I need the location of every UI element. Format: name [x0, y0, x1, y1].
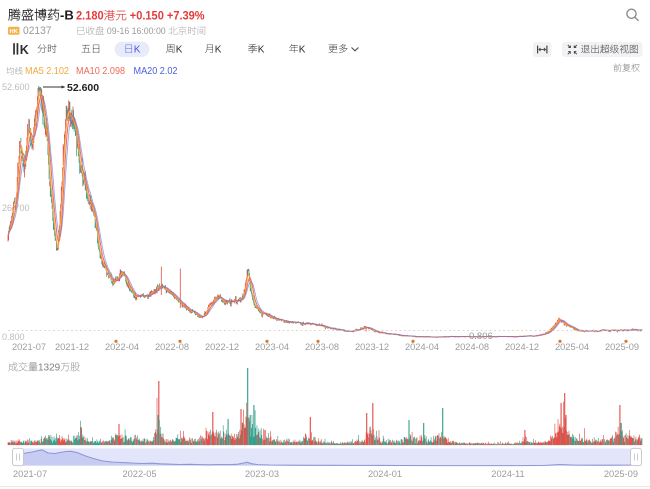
svg-text:K: K: [134, 44, 141, 55]
svg-text:MA5 2.102: MA5 2.102: [25, 66, 69, 77]
svg-text:2022-05: 2022-05: [122, 469, 156, 479]
svg-text:2023-12: 2023-12: [355, 342, 389, 352]
svg-text:K: K: [215, 44, 222, 55]
svg-text:2022-04: 2022-04: [105, 342, 139, 352]
svg-text:2023-08: 2023-08: [305, 342, 339, 352]
svg-text:0.806: 0.806: [469, 331, 493, 342]
svg-text:K: K: [176, 44, 183, 55]
svg-text:09-16 16:00:00: 09-16 16:00:00: [107, 26, 168, 37]
svg-text:52.600: 52.600: [2, 82, 30, 92]
svg-text:2022-12: 2022-12: [205, 342, 239, 352]
svg-text:1329: 1329: [38, 363, 61, 374]
svg-text:0.800: 0.800: [2, 332, 25, 342]
svg-text:02137: 02137: [23, 25, 52, 37]
svg-text:2024-11: 2024-11: [491, 469, 524, 479]
svg-text:2023-03: 2023-03: [245, 469, 279, 479]
svg-text:K: K: [299, 44, 306, 55]
svg-text:K: K: [20, 43, 29, 57]
svg-text:26.700: 26.700: [2, 203, 30, 213]
svg-text:2024-12: 2024-12: [505, 342, 539, 352]
svg-text:2025-09: 2025-09: [604, 469, 638, 479]
svg-text:MA20 2.02: MA20 2.02: [134, 66, 178, 77]
svg-text:2024-04: 2024-04: [405, 342, 439, 352]
svg-text:2024-08: 2024-08: [455, 342, 489, 352]
svg-text:2021-07: 2021-07: [12, 342, 46, 352]
svg-text:2021-07: 2021-07: [13, 469, 47, 479]
svg-text:HK: HK: [10, 29, 19, 35]
svg-text:+0.150 +7.39%: +0.150 +7.39%: [130, 10, 205, 23]
svg-text:52.600: 52.600: [67, 82, 99, 94]
svg-text:2022-08: 2022-08: [155, 342, 189, 352]
svg-text:-B: -B: [60, 8, 74, 23]
svg-text:2023-04: 2023-04: [255, 342, 289, 352]
svg-text:2024-01: 2024-01: [368, 469, 402, 479]
svg-text:MA10 2.098: MA10 2.098: [76, 66, 125, 77]
svg-text:2025-04: 2025-04: [555, 342, 589, 352]
svg-text:2025-09: 2025-09: [605, 342, 639, 352]
svg-text:2.180: 2.180: [76, 10, 104, 23]
svg-text:2021-12: 2021-12: [55, 342, 89, 352]
svg-text:K: K: [258, 44, 265, 55]
